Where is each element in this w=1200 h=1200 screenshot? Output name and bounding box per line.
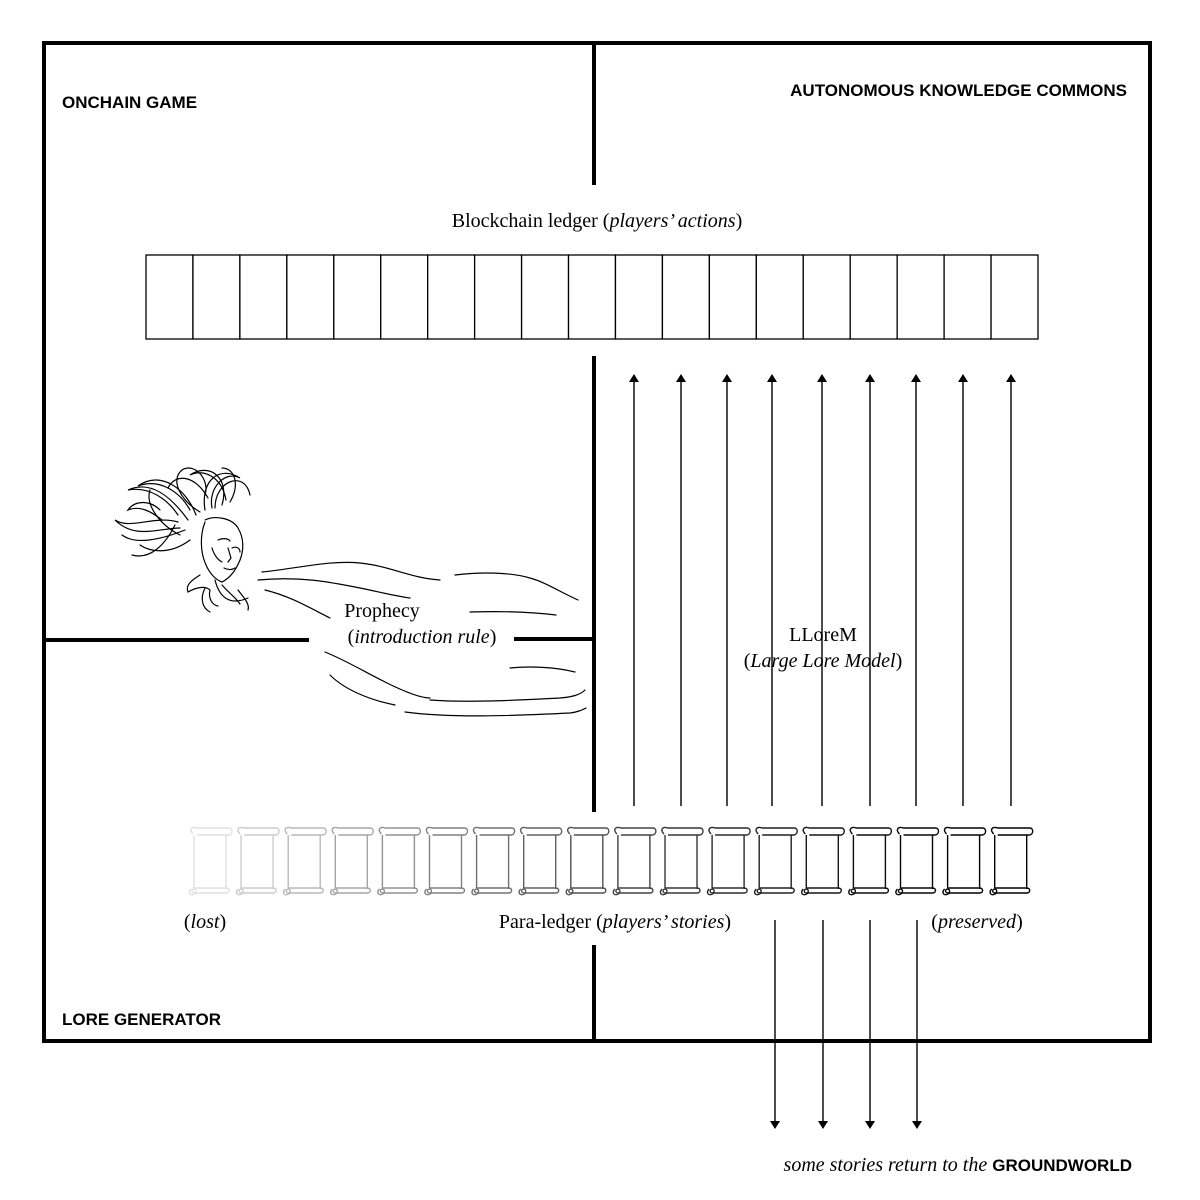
prophecy-subtitle: (introduction rule) [348, 626, 497, 648]
groundworld-caption: some stories return to the GROUNDWORLD [784, 1154, 1132, 1176]
region-label-lore-generator: LORE GENERATOR [62, 1010, 221, 1029]
preserved-label: (preserved) [931, 911, 1022, 933]
ledger-cell [802, 254, 851, 340]
ledger-cell [333, 254, 382, 340]
ledger-cell [990, 254, 1039, 340]
story-scroll [282, 826, 327, 896]
ledger-cell [614, 254, 664, 340]
blockchain-ledger [145, 254, 1039, 340]
story-scroll [565, 826, 610, 896]
ledger-cell [286, 254, 335, 340]
story-scroll [800, 826, 845, 896]
ledger-cell [239, 254, 288, 340]
story-scroll [518, 826, 563, 896]
ledger-cell [896, 254, 945, 340]
ledger-cell [567, 254, 617, 340]
prophecy-breath-lines [257, 561, 587, 717]
outer-frame [42, 41, 1152, 1043]
ledger-cell [708, 254, 757, 340]
story-scroll [471, 826, 516, 896]
ledger-cell [473, 254, 523, 340]
ledger-cell [192, 254, 241, 340]
story-scroll [659, 826, 704, 896]
story-scroll [753, 826, 798, 896]
story-scroll [942, 826, 987, 896]
ledger-cell [145, 254, 194, 340]
ledger-cell [943, 254, 992, 340]
story-scroll [377, 826, 422, 896]
story-scroll [848, 826, 893, 896]
story-scroll [612, 826, 657, 896]
story-scroll [424, 826, 469, 896]
story-scroll [188, 826, 233, 896]
region-label-onchain-game: ONCHAIN GAME [62, 93, 197, 112]
story-scroll [895, 826, 940, 896]
para-ledger-label: Para-ledger (players’ stories) [499, 911, 731, 933]
ledger-cell [849, 254, 898, 340]
lost-label: (lost) [184, 911, 226, 933]
groundworld-arrows [770, 920, 922, 1129]
para-ledger [188, 826, 1034, 896]
ledger-cell [380, 254, 429, 340]
llorem-arrows [629, 374, 1016, 806]
ledger-cell [520, 254, 570, 340]
llorem-title: LLoreM [789, 624, 857, 646]
llorem-subtitle: (Large Lore Model) [744, 650, 903, 672]
story-scroll [329, 826, 374, 896]
story-scroll [706, 826, 751, 896]
ledger-cell [755, 254, 804, 340]
prophecy-title: Prophecy [344, 600, 420, 622]
ledger-cell [427, 254, 476, 340]
region-label-knowledge-commons: AUTONOMOUS KNOWLEDGE COMMONS [790, 81, 1127, 100]
blockchain-ledger-label: Blockchain ledger (players’ actions) [452, 210, 742, 232]
story-scroll [235, 826, 280, 896]
story-scroll [989, 826, 1034, 896]
prophecy-figure-sketch [114, 467, 251, 613]
ledger-cell [661, 254, 711, 340]
